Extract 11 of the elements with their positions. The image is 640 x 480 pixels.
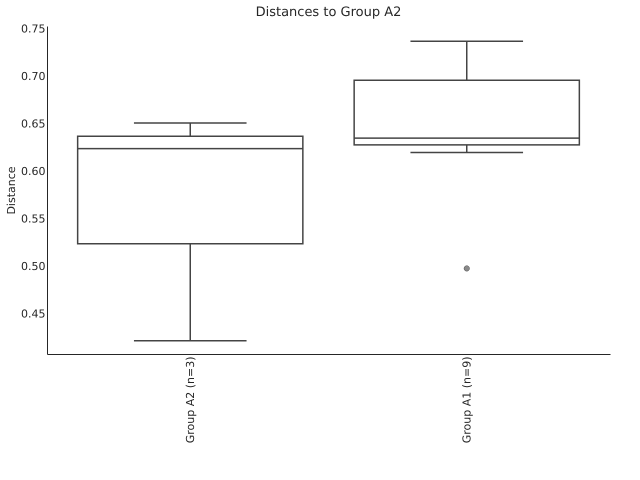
chart-title: Distances to Group A2	[256, 4, 402, 20]
x-tick-label: Group A1 (n=9)	[460, 356, 474, 444]
y-tick-label: 0.45	[21, 308, 46, 321]
y-tick-label: 0.75	[21, 22, 46, 36]
y-tick-label: 0.50	[21, 260, 46, 274]
y-axis-title: Distance	[5, 166, 18, 215]
y-tick-label: 0.65	[21, 117, 46, 130]
y-tick-label: 0.70	[21, 70, 46, 83]
x-tick-label: Group A2 (n=3)	[184, 356, 197, 444]
y-tick-label: 0.60	[21, 164, 46, 178]
y-tick-label: 0.55	[21, 212, 46, 226]
